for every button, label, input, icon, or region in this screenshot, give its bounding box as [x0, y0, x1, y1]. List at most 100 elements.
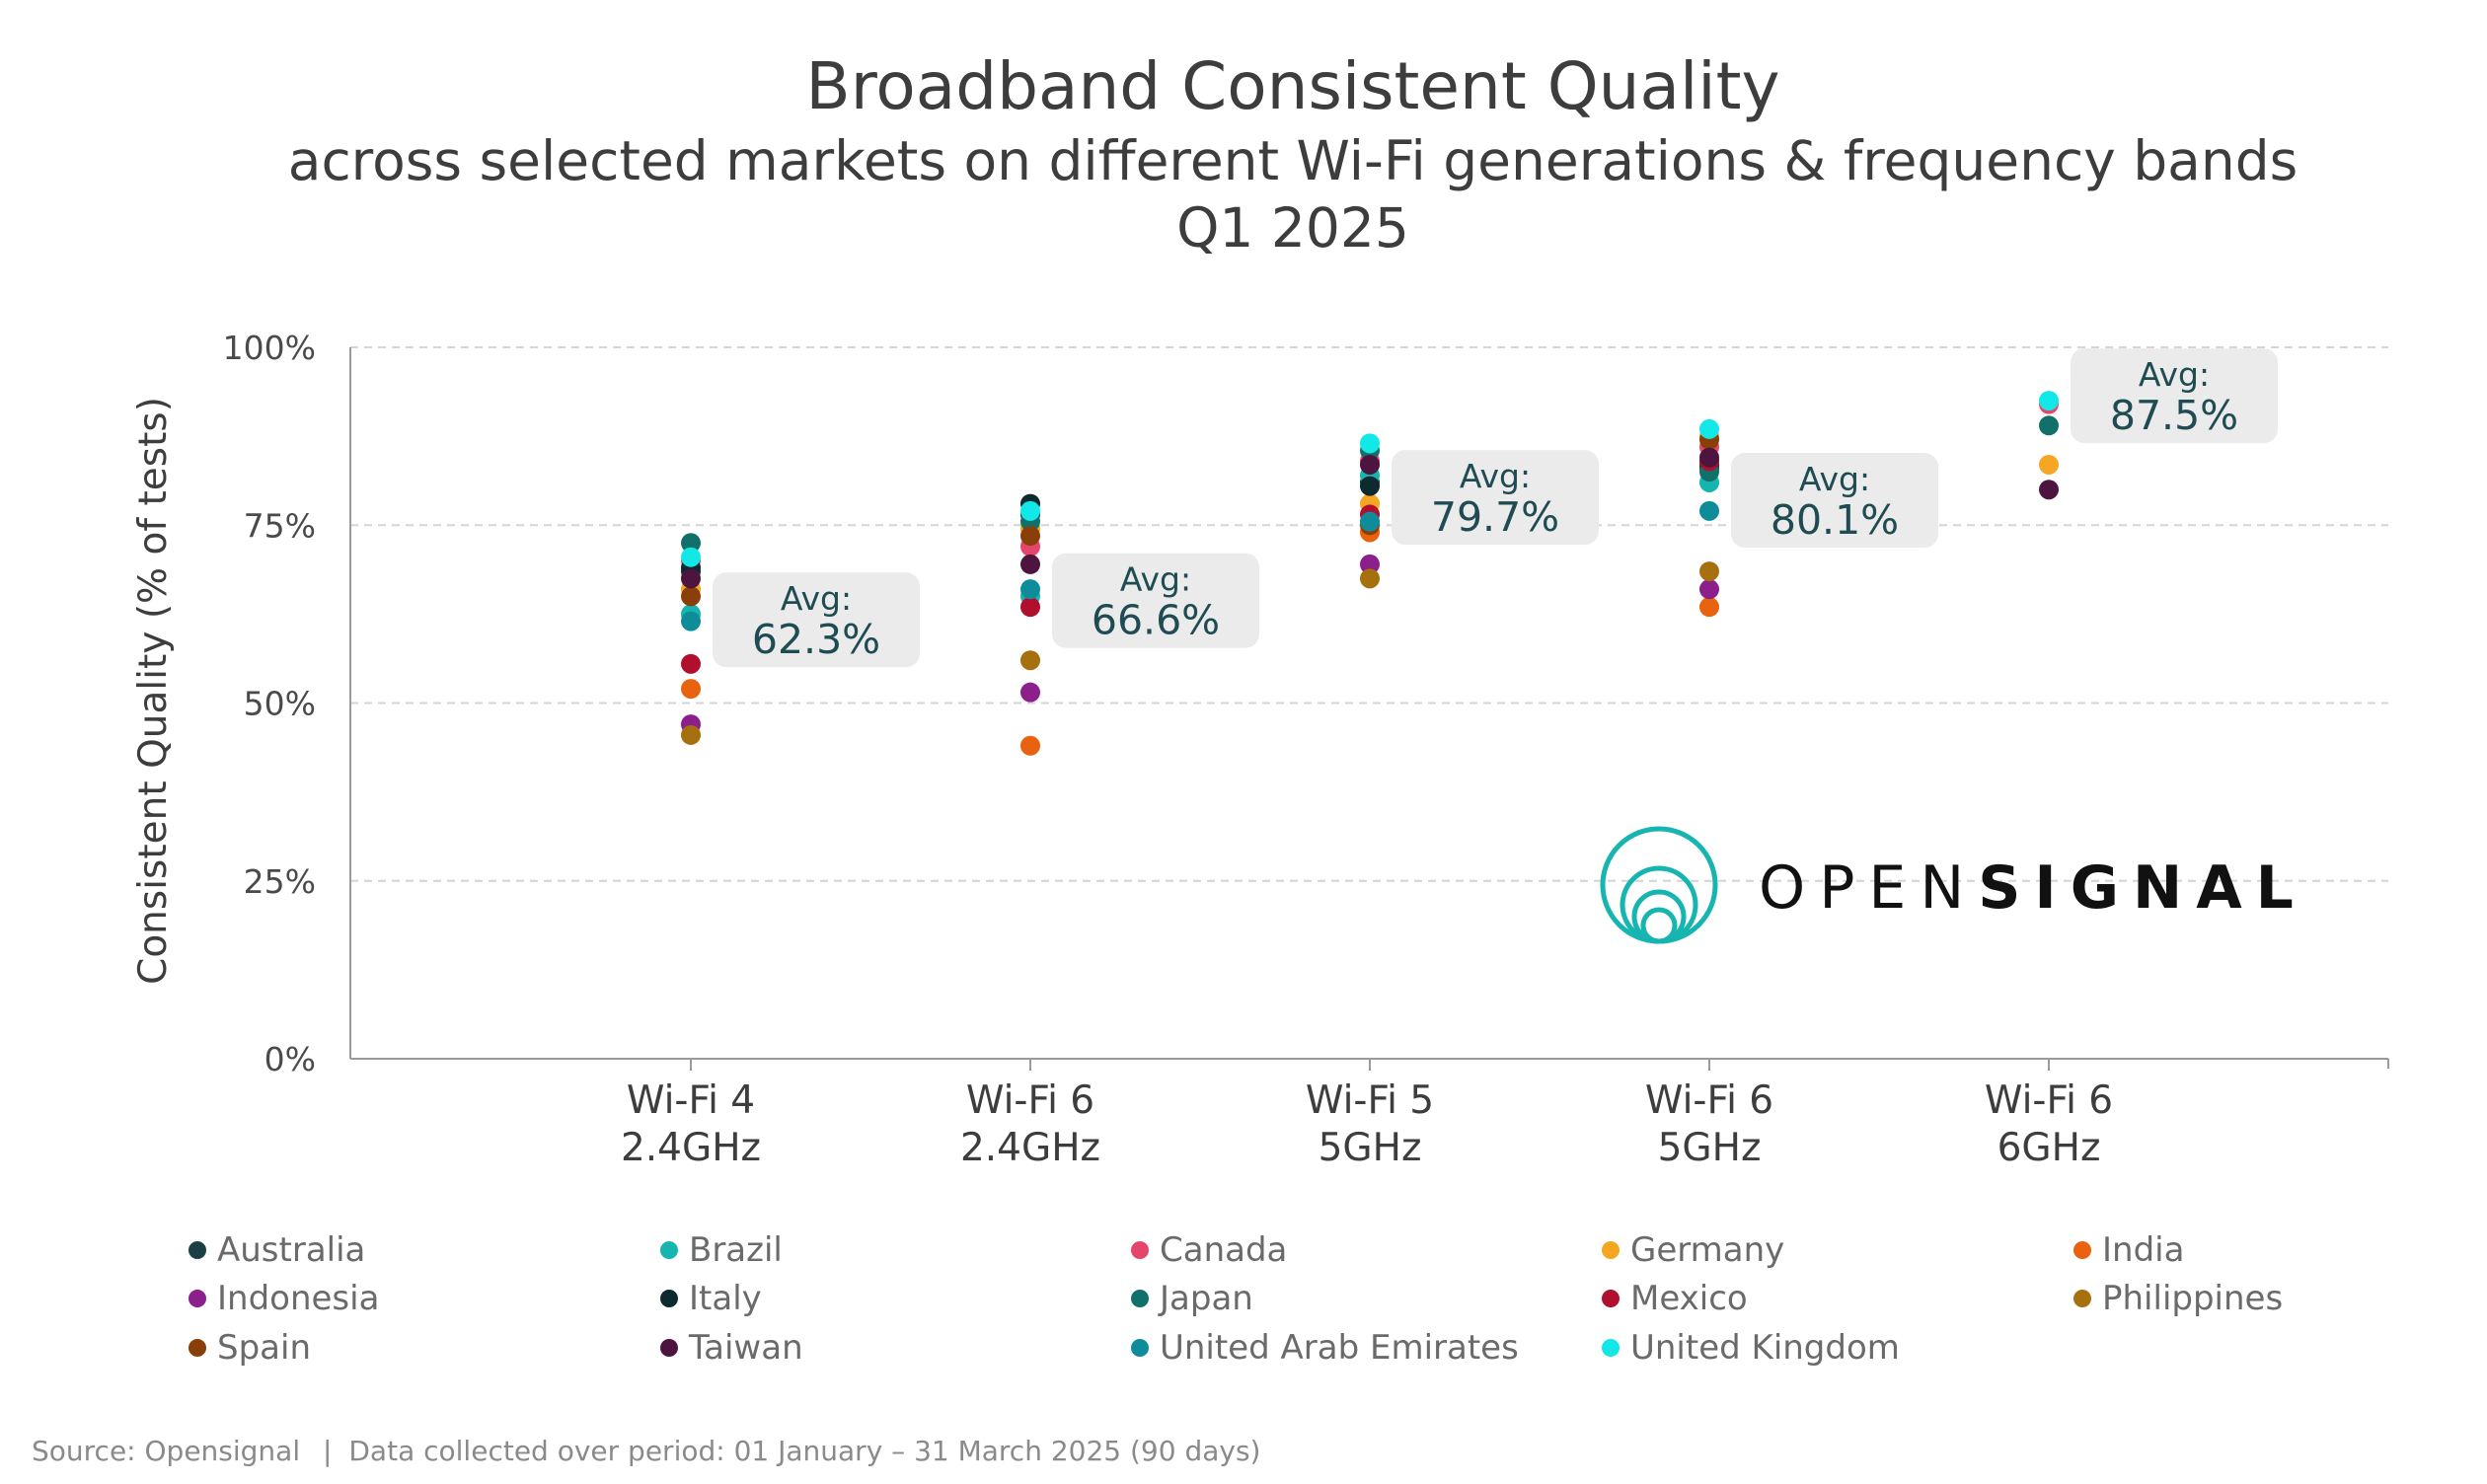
- x-tick-label: Wi-Fi 6: [966, 1078, 1094, 1123]
- data-point: [681, 586, 701, 607]
- legend-label: Australia: [217, 1230, 365, 1270]
- data-point: [681, 679, 701, 700]
- x-tick-label: Wi-Fi 6: [1645, 1078, 1773, 1123]
- x-tick-label-band: 5GHz: [1658, 1126, 1762, 1170]
- data-point: [1020, 735, 1040, 756]
- legend-label: Japan: [1158, 1279, 1253, 1318]
- legend-item: Philippines: [2073, 1279, 2283, 1318]
- average-value: 79.7%: [1431, 493, 1559, 541]
- data-point: [681, 653, 701, 674]
- legend-swatch: [188, 1241, 206, 1259]
- footer-source: Source: Opensignal | Data collected over…: [32, 1435, 1260, 1467]
- chart-period: Q1 2025: [1176, 196, 1409, 260]
- average-box-bg: [1052, 553, 1259, 648]
- average-value: 66.6%: [1092, 597, 1220, 644]
- legend-label: Indonesia: [217, 1279, 379, 1318]
- x-tick-label-band: 2.4GHz: [621, 1126, 761, 1170]
- x-tick-label-band: 6GHz: [1997, 1126, 2101, 1170]
- data-point: [1020, 526, 1040, 547]
- average-box: Avg:79.7%: [1392, 450, 1599, 546]
- chart-title: Broadband Consistent Quality: [805, 48, 1779, 124]
- opensignal-logo-wordmark: OPENSIGNAL: [1759, 853, 2307, 923]
- data-point: [1360, 433, 1380, 454]
- legend-item: Spain: [188, 1328, 311, 1368]
- average-box: Avg:62.3%: [713, 572, 920, 668]
- data-point: [681, 611, 701, 631]
- legend-swatch: [1131, 1241, 1149, 1259]
- legend-item: Australia: [188, 1230, 365, 1270]
- average-box: Avg:66.6%: [1052, 553, 1259, 648]
- legend-swatch: [1602, 1290, 1620, 1307]
- y-axis-label: Consistent Quality (% of tests): [131, 397, 176, 985]
- average-box-bg: [713, 572, 920, 668]
- average-label: Avg:: [1460, 457, 1531, 495]
- y-tick-label: 50%: [244, 685, 316, 723]
- legend-item: Indonesia: [188, 1279, 379, 1318]
- data-point: [1699, 418, 1719, 439]
- legend-swatch: [1131, 1290, 1149, 1307]
- average-boxes: Avg:62.3%Avg:66.6%Avg:79.7%Avg:80.1%Avg:…: [713, 348, 2278, 668]
- legend-label: Italy: [689, 1279, 762, 1318]
- data-point: [2039, 480, 2059, 500]
- legend-swatch: [660, 1290, 678, 1307]
- legend-item: Japan: [1131, 1279, 1253, 1318]
- data-point: [1699, 561, 1719, 582]
- source-label: Source: Opensignal: [32, 1435, 300, 1467]
- data-point: [1020, 579, 1040, 600]
- legend-swatch: [2073, 1290, 2091, 1307]
- data-point: [681, 724, 701, 745]
- x-tick-label-band: 5GHz: [1319, 1126, 1422, 1170]
- legend-swatch: [1131, 1339, 1149, 1357]
- average-box: Avg:80.1%: [1731, 453, 1938, 549]
- data-point: [1020, 650, 1040, 671]
- legend-label: United Arab Emirates: [1160, 1328, 1519, 1368]
- data-point: [2039, 415, 2059, 436]
- legend-swatch: [660, 1339, 678, 1357]
- legend-item: Germany: [1602, 1230, 1784, 1270]
- legend-label: Germany: [1630, 1230, 1784, 1270]
- legend-label: Philippines: [2102, 1279, 2283, 1318]
- data-point: [1360, 454, 1380, 475]
- legend-label: Canada: [1160, 1230, 1287, 1270]
- source-period: Data collected over period: 01 January –…: [348, 1435, 1260, 1467]
- legend-label: Spain: [217, 1328, 311, 1368]
- logo-text-open: OPEN: [1759, 853, 1978, 923]
- data-point: [1360, 568, 1380, 589]
- legend-item: India: [2073, 1230, 2184, 1270]
- y-tick-label: 0%: [264, 1040, 316, 1078]
- legend-label: Mexico: [1630, 1279, 1748, 1318]
- average-box-bg: [1392, 450, 1599, 546]
- data-point: [1699, 500, 1719, 521]
- data-point: [1020, 682, 1040, 703]
- average-label: Avg:: [781, 579, 852, 618]
- data-point: [1699, 447, 1719, 468]
- data-point: [2039, 454, 2059, 475]
- legend-swatch: [188, 1339, 206, 1357]
- data-point: [681, 547, 701, 567]
- legend-item: Canada: [1131, 1230, 1287, 1270]
- legend-item: Brazil: [660, 1230, 783, 1270]
- data-point: [1699, 579, 1719, 600]
- legend-label: Brazil: [689, 1230, 783, 1270]
- data-point: [1699, 597, 1719, 618]
- legend-swatch: [2073, 1241, 2091, 1259]
- x-tick-label-band: 2.4GHz: [960, 1126, 1100, 1170]
- legend-swatch: [1602, 1339, 1620, 1357]
- chart-subtitle: across selected markets on different Wi-…: [288, 129, 2299, 192]
- data-point: [681, 568, 701, 589]
- legend-item: Taiwan: [660, 1328, 803, 1368]
- data-point: [2039, 391, 2059, 411]
- legend-item: United Kingdom: [1602, 1328, 1900, 1368]
- average-value: 80.1%: [1771, 496, 1899, 544]
- legend-item: United Arab Emirates: [1131, 1328, 1519, 1368]
- legend-swatch: [1602, 1241, 1620, 1259]
- data-point: [1020, 500, 1040, 521]
- average-value: 87.5%: [2110, 392, 2238, 439]
- opensignal-logo: OPENSIGNAL: [1600, 826, 2307, 944]
- legend-swatch: [188, 1290, 206, 1307]
- opensignal-logo-icon: [1600, 826, 1718, 944]
- legend-label: India: [2102, 1230, 2184, 1270]
- average-value: 62.3%: [752, 616, 880, 663]
